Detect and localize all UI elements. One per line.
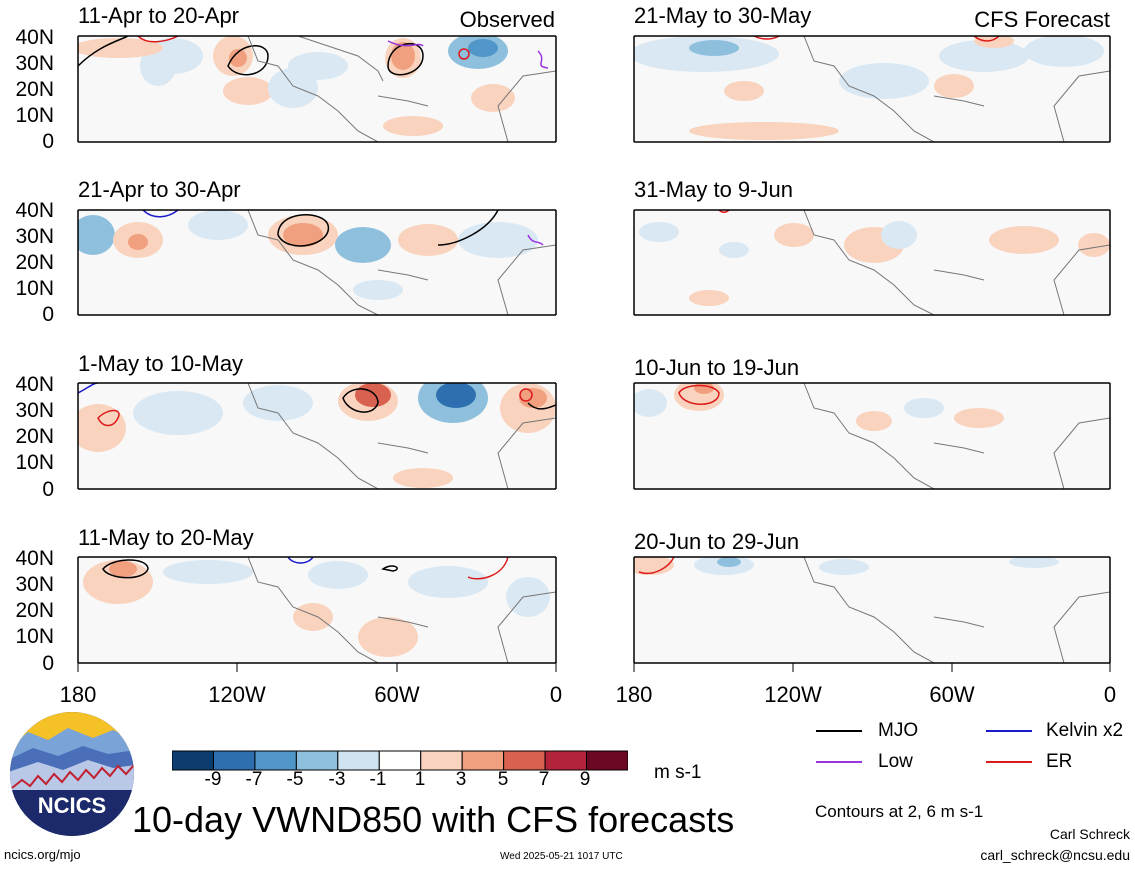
colorbar-unit: m s-1 [654, 762, 702, 783]
lat-label: 40N [15, 547, 54, 570]
colorbar-swatch [295, 750, 339, 771]
lon-label: 0 [1103, 682, 1117, 707]
panel-title-right-3: 10-Jun to 19-Jun [634, 355, 800, 380]
colorbar-swatch [586, 750, 628, 771]
legend-label-er: ER [1046, 751, 1073, 772]
panel-title-right-4: 20-Jun to 29-Jun [634, 529, 800, 554]
lat-label: 40N [15, 26, 54, 49]
footer-timestamp: Wed 2025-05-21 1017 UTC [500, 851, 623, 862]
ncics-logo: NCICS [10, 712, 134, 836]
legend-label-low: Low [878, 751, 913, 772]
lat-label: 40N [15, 373, 54, 396]
legend-line-low [816, 761, 862, 763]
lon-label: 60W [374, 682, 420, 707]
footer-url: ncics.org/mjo [4, 847, 81, 862]
lon-label: 0 [549, 682, 563, 707]
panel-frames [77, 35, 1111, 672]
map-panel-left-1 [78, 36, 556, 142]
colorbar-label: -7 [245, 769, 263, 790]
lat-label: 40N [15, 199, 54, 222]
panel-title-right-1: 21-May to 30-May [634, 3, 812, 28]
colorbar-swatch [503, 750, 546, 771]
colorbar-label: 3 [455, 769, 467, 790]
legend-label-kelvin: Kelvin x2 [1046, 720, 1124, 741]
colorbar-label: 7 [538, 769, 550, 790]
map-panel-left-2 [78, 210, 556, 315]
panel-title-left-4: 11-May to 20-May [78, 525, 254, 550]
lat-label: 0 [42, 478, 54, 501]
colorbar-label: -9 [204, 769, 222, 790]
panel-title-left-1: 11-Apr to 20-Apr [78, 3, 240, 28]
lat-label: 10N [15, 451, 54, 474]
lat-label: 20N [15, 78, 54, 101]
lon-label: 120W [208, 682, 266, 707]
lat-label: 10N [15, 625, 54, 648]
lat-label: 0 [42, 303, 54, 326]
lat-label: 20N [15, 251, 54, 274]
lat-label: 10N [15, 104, 54, 127]
colorbar-label: -1 [369, 769, 387, 790]
footer-author: Carl Schreck [1049, 826, 1130, 842]
panel-title-left-3: 1-May to 10-May [78, 351, 244, 376]
map-panel-left-3 [78, 383, 556, 489]
map-panel-left-4 [78, 557, 556, 663]
lat-label: 30N [15, 52, 54, 75]
colorbar-label: 5 [497, 769, 509, 790]
map-panel-right-4 [634, 557, 1110, 663]
legend-line-er [986, 761, 1032, 763]
lat-label: 20N [15, 425, 54, 448]
map-panel-right-2 [634, 210, 1110, 315]
lat-label: 30N [15, 399, 54, 422]
colorbar-swatch [461, 750, 505, 771]
lon-label: 120W [764, 682, 822, 707]
lon-label: 180 [615, 682, 653, 707]
colorbar-swatch [212, 750, 256, 771]
map-panel-right-3 [634, 383, 1110, 489]
lat-label: 20N [15, 599, 54, 622]
panel-title-right-2: 31-May to 9-Jun [634, 177, 793, 202]
legend-line-kelvin [986, 730, 1032, 732]
logo-text: NCICS [38, 793, 106, 818]
legend-line-mjo [816, 730, 862, 732]
panel-title-left-2: 21-Apr to 30-Apr [78, 177, 241, 202]
colorbar-label: -5 [286, 769, 304, 790]
map-panel-right-1 [634, 36, 1110, 142]
colorbar-swatch [378, 750, 422, 771]
main-title: 10-day VWND850 with CFS forecasts [132, 799, 735, 840]
colorbar-label: -3 [328, 769, 346, 790]
lat-label: 30N [15, 225, 54, 248]
legend-label-mjo: MJO [878, 720, 919, 741]
lon-label: 60W [929, 682, 975, 707]
footer-email: carl_schreck@ncsu.edu [980, 847, 1130, 863]
colorbar-swatch [337, 750, 380, 771]
lon-label: 180 [59, 682, 97, 707]
forecast-label: CFS Forecast [974, 7, 1110, 32]
lat-label: 10N [15, 277, 54, 300]
colorbar-label: 9 [579, 769, 591, 790]
colorbar [172, 750, 628, 771]
lat-label: 0 [42, 652, 54, 675]
contours-note: Contours at 2, 6 m s-1 [815, 802, 984, 821]
colorbar-swatch [544, 750, 588, 771]
colorbar-swatch [254, 750, 297, 771]
observed-label: Observed [459, 7, 555, 32]
colorbar-swatch [420, 750, 463, 771]
colorbar-swatch [172, 750, 214, 771]
colorbar-label: 1 [414, 769, 426, 790]
lat-label: 30N [15, 573, 54, 596]
lat-label: 0 [42, 130, 54, 153]
